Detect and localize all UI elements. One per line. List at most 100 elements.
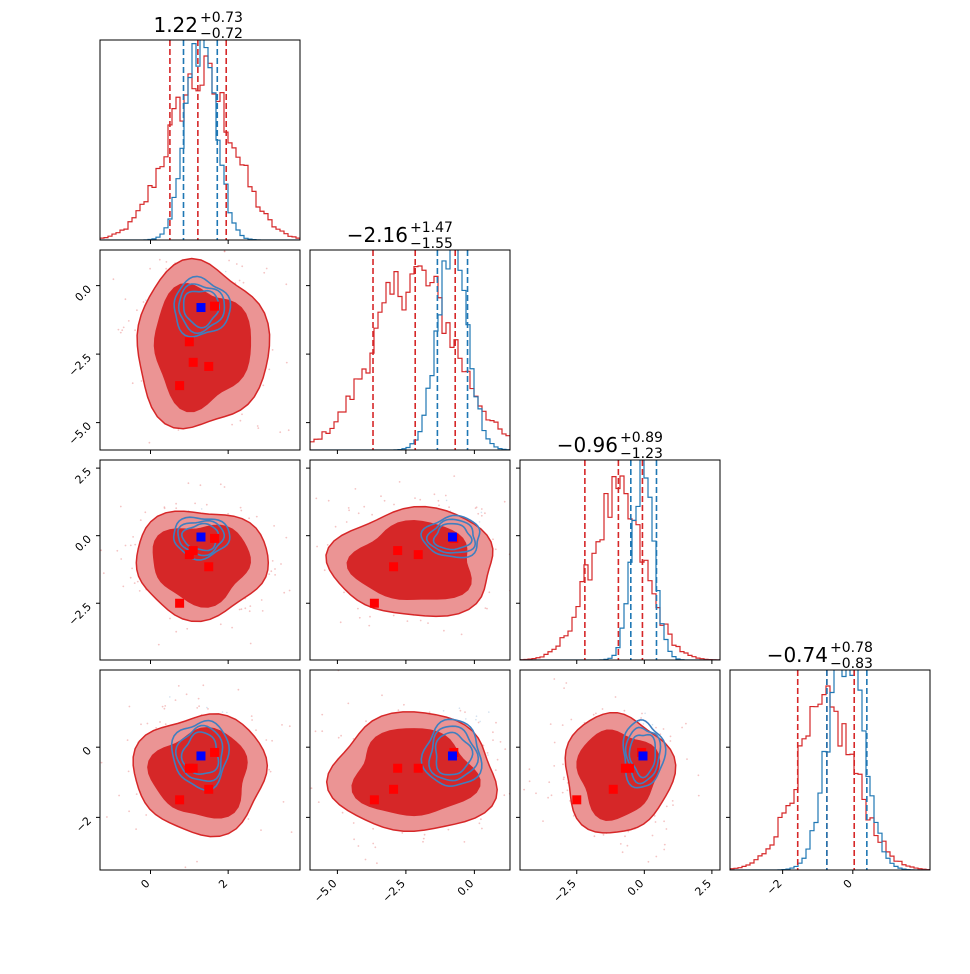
scatter-point [392,614,395,617]
blue-marker [196,751,206,761]
panel-frame-2-0 [99,459,301,661]
scatter-point [685,722,687,725]
scatter-point [487,754,489,756]
scatter-point [358,616,361,619]
contour-blue-1 [624,726,662,785]
diag-panel-3: −0.74 +0.78−0.83 [729,640,931,871]
x-tick-label-0-0: 0 [138,877,152,891]
scatter-point [238,279,241,282]
contour-blue-0 [172,516,231,561]
blue-marker [196,532,206,542]
red-marker-4 [188,546,198,556]
diag-title-sup-3: +0.78 [830,640,873,656]
scatter-point [197,697,200,700]
scatter-point [460,633,463,636]
red-marker-4 [188,763,198,773]
scatter-point [265,739,268,741]
scatter-point [369,615,371,618]
scatter-point [593,835,596,838]
scatter-point [492,731,494,734]
scatter-point [592,713,595,716]
diag-content-3 [730,670,930,870]
scatter-point [624,835,626,838]
scatter-point [133,582,136,584]
scatter-point [249,605,252,607]
scatter-point [475,715,478,717]
scatter-point [526,563,528,565]
scatter-point [287,429,290,432]
y-tick-label-3-0: 0 [80,744,94,758]
contour-blue-0 [420,514,481,559]
scatter-point [194,502,197,505]
scatter-point [368,624,371,627]
scatter-point [619,843,622,845]
scatter-point [443,629,445,632]
scatter-point [486,752,489,754]
red-marker-0 [175,795,185,805]
scatter-point [495,721,497,724]
diag-panel-2: −0.96 +0.89−1.23 [519,430,721,661]
scatter-point [164,705,167,707]
scatter-point [488,591,491,594]
scatter-point [177,429,180,431]
scatter-point [642,723,645,725]
scatter-point [121,329,124,332]
scatter-point [561,724,564,726]
scatter-point [381,694,383,697]
scatter-point [401,832,404,834]
scatter-point [274,568,276,570]
scatter-point [480,511,483,514]
contour-blue-0 [622,719,667,789]
scatter-point [127,770,130,773]
scatter-point [653,815,656,817]
scatter-point [112,278,115,281]
y-tick-label-1-2: −5.0 [66,420,94,448]
scatter-point [158,258,161,261]
scatter-point [477,721,480,724]
scatter-point [465,718,467,720]
scatter-point [403,703,405,706]
scatter-point [247,818,250,820]
scatter-point [279,431,282,434]
diag-title-sup-2: +0.89 [620,430,663,446]
scatter-point [119,505,122,508]
scatter-point [227,512,230,515]
scatter-point [423,833,426,836]
panel-frame-2-1 [309,459,511,661]
scatter-point [283,591,286,594]
scatter-point [504,748,507,750]
scatter-point [303,401,305,403]
scatter-point [281,724,283,726]
scatter-point [640,717,642,719]
blue-marker [447,532,457,542]
scatter-point [550,794,553,797]
red-marker-0 [369,795,379,805]
contour-blue-2 [434,731,474,776]
red-marker-0 [175,381,185,391]
scatter-point [353,838,355,841]
scatter-point [354,488,357,490]
scatter-point [157,643,160,646]
scatter-point [136,580,139,583]
scatter-point [219,623,222,626]
x-tick-label-3-1: 0 [841,877,855,891]
scatter-point [269,770,272,773]
panel-3-2 [519,669,721,871]
scatter-point [347,702,350,705]
scatter-point [185,451,187,453]
scatter-point [271,349,274,351]
scatter-point [347,507,350,509]
scatter-point [480,514,483,517]
scatter-point [339,621,342,624]
diag-title-main-2: −0.96 [557,433,618,457]
red-marker-2 [204,562,214,572]
scatter-point [134,329,137,332]
diag-frame-0 [99,39,301,241]
diag-title-main-3: −0.74 [767,643,828,667]
panel-2-0 [99,459,301,661]
scatter-point [317,801,320,803]
scatter-point [503,500,506,503]
scatter-point [260,829,262,831]
scatter-point [524,567,526,569]
scatter-point [149,267,152,270]
